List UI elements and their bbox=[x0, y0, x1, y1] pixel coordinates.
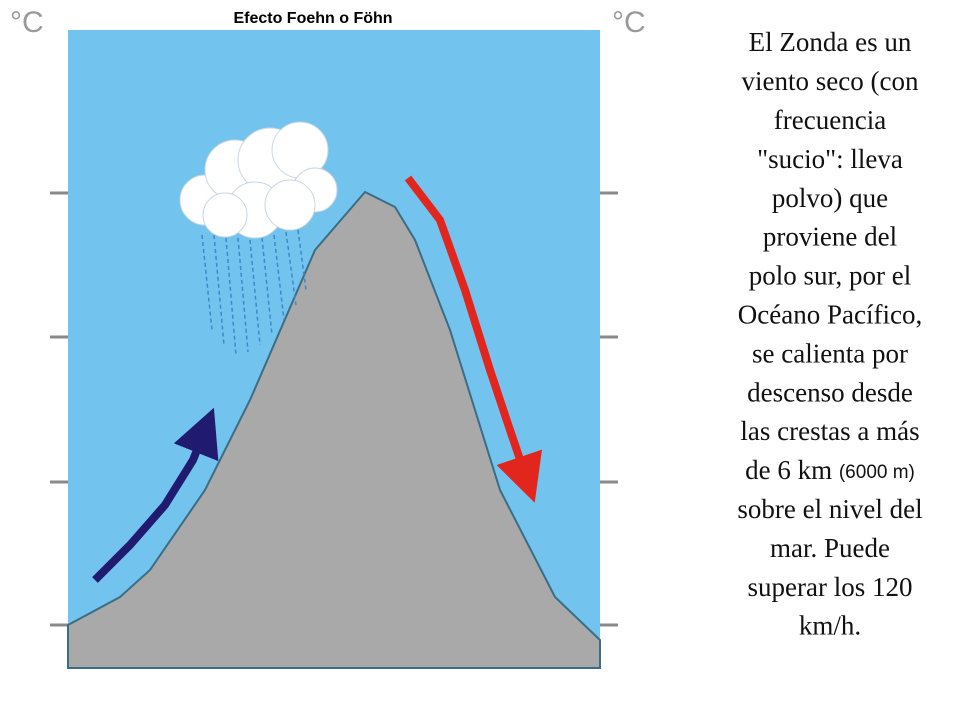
text-line: El Zonda es un bbox=[749, 27, 912, 57]
text-line: km/h. bbox=[799, 611, 861, 641]
description: El Zonda es un viento seco (con frecuencia… bbox=[737, 27, 922, 641]
text-segment: de 6 km bbox=[745, 455, 832, 485]
text-line: proviene del bbox=[763, 222, 897, 252]
text-line: mar. Puede bbox=[770, 533, 890, 563]
text-line: frecuencia bbox=[774, 105, 886, 135]
right-unit: °C bbox=[612, 6, 646, 39]
text-line: viento seco (con bbox=[742, 66, 919, 96]
text-line: superar los 120 bbox=[748, 572, 913, 602]
cloud bbox=[179, 121, 338, 239]
text-line: las crestas a más bbox=[740, 416, 919, 446]
measure-note: (6000 m) bbox=[839, 462, 915, 483]
text-line: descenso desde bbox=[747, 377, 913, 407]
left-unit: °C bbox=[10, 6, 44, 39]
rain bbox=[201, 229, 307, 356]
text-line: de 6 km (6000 m) bbox=[745, 455, 915, 485]
text-line: se calienta por bbox=[752, 338, 908, 368]
descending-wind-arrow bbox=[404, 175, 542, 503]
text-line: "sucio": lleva bbox=[757, 144, 903, 174]
diagram-title: Efecto Foehn o Föhn bbox=[233, 10, 392, 27]
text-line: polvo) que bbox=[772, 183, 888, 213]
scale-ticks bbox=[50, 191, 618, 627]
mountain bbox=[67, 190, 601, 669]
text-line: Océano Pacífico, bbox=[738, 300, 922, 330]
rising-air-arrow bbox=[92, 407, 219, 583]
text-line: polo sur, por el bbox=[749, 261, 911, 291]
diagram bbox=[50, 30, 618, 669]
text-line: sobre el nivel del bbox=[737, 494, 922, 524]
